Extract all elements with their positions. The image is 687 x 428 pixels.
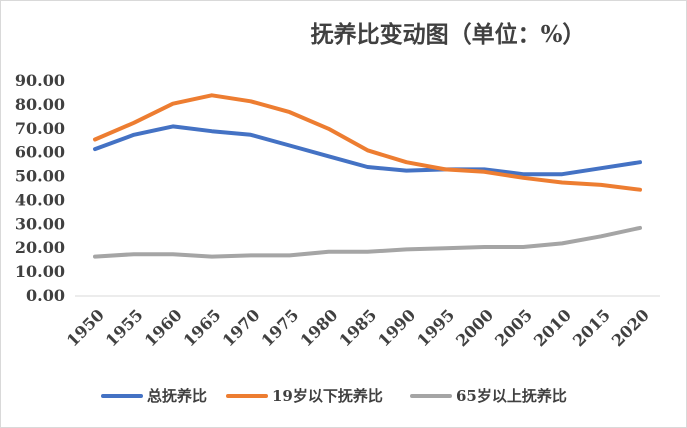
y-tick-label: 70.00: [15, 119, 65, 138]
x-tick-label: 2020: [608, 305, 653, 350]
x-tick-label: 1985: [335, 305, 380, 350]
x-tick-label: 1990: [374, 305, 419, 350]
x-tick-label: 1995: [413, 305, 458, 350]
series-line-1: [93, 124, 642, 177]
y-tick-label: 20.00: [15, 238, 65, 257]
x-tick-label: 2000: [452, 305, 497, 350]
series-line-3: [93, 225, 642, 259]
y-tick-label: 10.00: [15, 262, 65, 281]
y-tick-label: 40.00: [15, 190, 65, 209]
legend: 总抚养比 19岁以下抚养比 65岁以上抚养比: [101, 387, 567, 405]
y-tick-label: 60.00: [15, 143, 65, 162]
legend-label: 19岁以下抚养比: [272, 387, 383, 405]
x-tick-label: 2010: [530, 305, 575, 350]
x-tick-label: 1970: [219, 305, 264, 350]
legend-label: 65岁以上抚养比: [456, 387, 567, 405]
x-axis-ticks: 1950195519601965197019751980198519901995…: [63, 305, 653, 350]
x-tick-label: 1955: [102, 305, 147, 350]
legend-label: 总抚养比: [147, 387, 207, 405]
y-tick-label: 0.00: [26, 286, 65, 305]
y-tick-label: 50.00: [15, 167, 65, 186]
series-line-2: [93, 93, 642, 192]
x-tick-label: 1965: [180, 305, 225, 350]
y-axis-ticks: 0.00 10.00 20.00 30.00 40.00 50.00 60.00 70.00 8…: [15, 71, 65, 305]
y-tick-label: 80.00: [15, 95, 65, 114]
x-tick-label: 2015: [569, 305, 614, 350]
chart-title: 抚养比变动图（单位：%）: [311, 21, 586, 48]
x-tick-label: 1980: [296, 305, 341, 350]
series-layer: [93, 93, 642, 259]
x-tick-label: 1975: [258, 305, 303, 350]
y-tick-label: 90.00: [15, 71, 65, 90]
y-tick-label: 30.00: [15, 214, 65, 233]
x-tick-label: 1960: [141, 305, 186, 350]
x-tick-label: 2005: [491, 305, 536, 350]
x-tick-label: 1950: [63, 305, 108, 350]
